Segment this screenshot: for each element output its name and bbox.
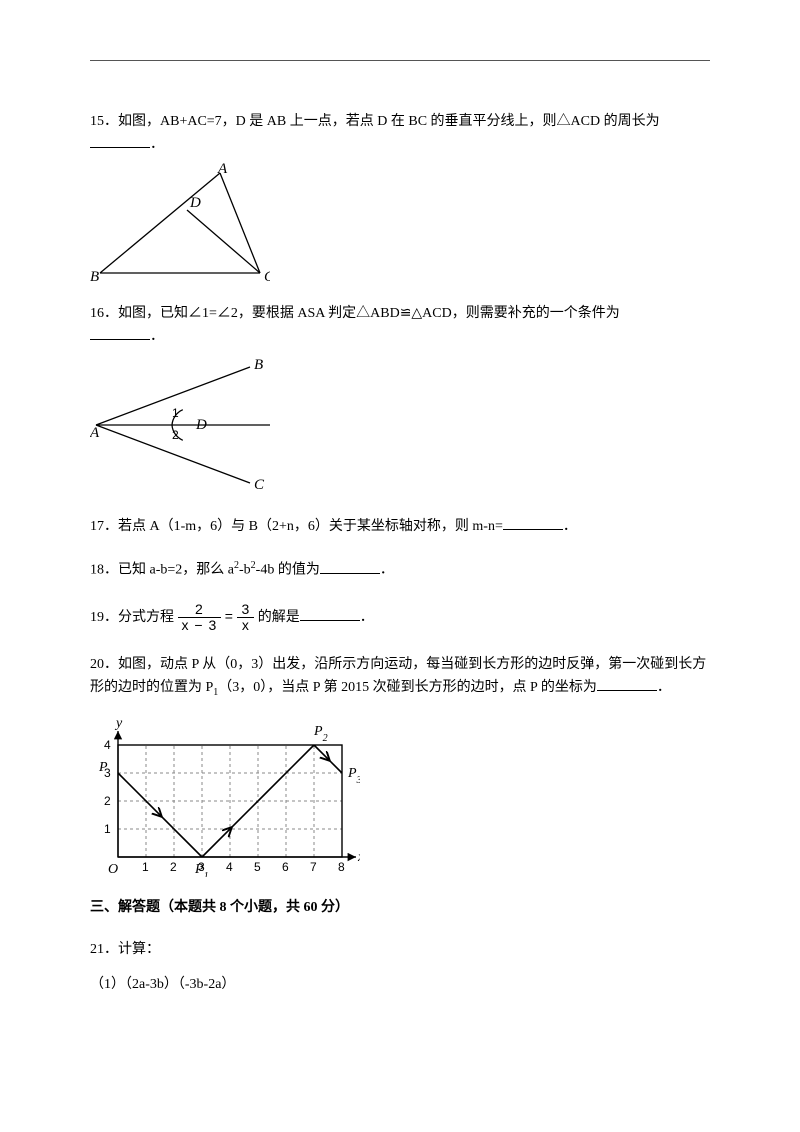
svg-text:4: 4 [226,860,233,874]
q15-text: 15．如图，AB+AC=7，D 是 AB 上一点，若点 D 在 BC 的垂直平分… [90,114,660,129]
svg-text:B: B [254,357,263,373]
q18-blank [320,559,380,574]
svg-text:x: x [357,850,360,865]
q19-suffix-b: ． [360,610,374,625]
q20-text-c: ． [657,680,671,695]
q21-item1: （1）（2a-3b）（-3b-2a） [90,974,710,996]
q16-blank [90,325,150,340]
question-21: 21．计算： （1）（2a-3b）（-3b-2a） [90,939,710,996]
svg-text:A: A [90,425,100,441]
svg-text:B: B [90,269,99,283]
q16-period: ． [150,329,164,344]
q17-text: 17．若点 A（1-m，6）与 B（2+n，6）关于某坐标轴对称，则 m-n= [90,519,503,534]
q19-eq: = [225,608,234,624]
svg-text:D: D [189,195,201,211]
svg-text:2: 2 [104,794,111,808]
header-rule [90,60,710,61]
svg-text:P: P [98,760,108,775]
q18-mid1: -b [239,563,251,578]
svg-text:1: 1 [104,822,111,836]
question-17: 17．若点 A（1-m，6）与 B（2+n，6）关于某坐标轴对称，则 m-n= ． [90,515,710,538]
svg-text:4: 4 [104,738,111,752]
q17-period: ． [563,519,577,534]
q20-figure: 123456781234OxyPP1P2P3 [90,707,360,877]
q19-suffix-a: 的解是 [258,610,300,625]
question-20: 20．如图，动点 P 从（0，3）出发，沿所示方向运动，每当碰到长方形的边时反弹… [90,654,710,877]
svg-text:2: 2 [170,860,177,874]
svg-text:C: C [254,477,265,493]
q19-blank [300,606,360,621]
svg-text:A: A [217,163,228,177]
svg-text:1: 1 [172,406,179,420]
question-16: 16．如图，已知∠1=∠2，要根据 ASA 判定△ABD≌△ACD，则需要补充的… [90,303,710,495]
q17-blank [503,515,563,530]
q16-figure: A B C D 1 2 [90,355,280,495]
q18-period: ． [380,563,394,578]
question-19: 19．分式方程 2 x − 3 = 3 x 的解是 ． [90,602,710,634]
q19-num2: 3 [237,602,254,618]
q21-head: 21．计算： [90,939,710,961]
question-15: 15．如图，AB+AC=7，D 是 AB 上一点，若点 D 在 BC 的垂直平分… [90,111,710,283]
q19-den1: x − 3 [178,618,222,633]
q19-frac2: 3 x [237,602,254,634]
svg-text:7: 7 [310,860,317,874]
q15-period: ． [150,137,164,152]
svg-text:P1: P1 [194,862,209,877]
svg-text:D: D [195,417,207,433]
q15-figure: A B C D [90,163,270,283]
question-18: 18．已知 a-b=2，那么 a2-b2-4b 的值为． [90,558,710,582]
svg-text:2: 2 [172,428,179,442]
q20-blank [597,676,657,691]
svg-text:C: C [264,269,270,283]
q20-text-b: （3，0），当点 P 第 2015 次碰到长方形的边时，点 P 的坐标为 [218,680,597,695]
q19-num1: 2 [178,602,222,618]
svg-text:P2: P2 [313,724,328,744]
page: 15．如图，AB+AC=7，D 是 AB 上一点，若点 D 在 BC 的垂直平分… [0,0,800,1056]
q15-blank [90,133,150,148]
section-3-title: 三、解答题（本题共 8 个小题，共 60 分） [90,897,710,919]
q18-mid2: -4b 的值为 [256,563,320,578]
svg-text:5: 5 [254,860,261,874]
q19-den2: x [237,618,254,633]
q16-text: 16．如图，已知∠1=∠2，要根据 ASA 判定△ABD≌△ACD，则需要补充的… [90,306,620,321]
svg-text:6: 6 [282,860,289,874]
svg-text:1: 1 [142,860,149,874]
q18-text-a: 18．已知 a-b=2，那么 a [90,563,234,578]
svg-text:O: O [108,862,118,877]
svg-text:y: y [114,716,123,731]
svg-text:8: 8 [338,860,345,874]
q19-frac1: 2 x − 3 [178,602,222,634]
svg-text:P3: P3 [347,766,360,786]
q19-prefix: 19．分式方程 [90,610,174,625]
